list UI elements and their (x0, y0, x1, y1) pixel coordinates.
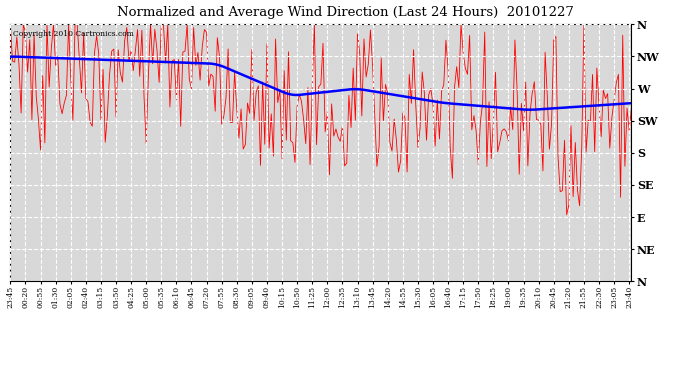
Text: Copyright 2010 Cartronics.com: Copyright 2010 Cartronics.com (14, 30, 135, 38)
Text: Normalized and Average Wind Direction (Last 24 Hours)  20101227: Normalized and Average Wind Direction (L… (117, 6, 573, 19)
